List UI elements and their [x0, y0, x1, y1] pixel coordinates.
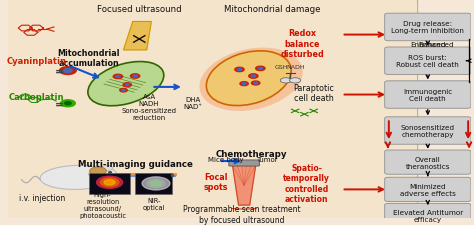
Circle shape [255, 67, 265, 71]
FancyBboxPatch shape [385, 150, 471, 174]
Circle shape [116, 76, 120, 78]
FancyBboxPatch shape [385, 178, 471, 202]
Text: Mitochondrial damage: Mitochondrial damage [224, 5, 320, 14]
Text: GSH: GSH [274, 64, 288, 69]
FancyBboxPatch shape [385, 14, 471, 41]
FancyBboxPatch shape [385, 81, 471, 109]
Circle shape [113, 75, 123, 79]
FancyBboxPatch shape [135, 173, 172, 194]
Text: Redox
balance
disturbed: Redox balance disturbed [280, 29, 324, 59]
Circle shape [130, 74, 140, 79]
Polygon shape [233, 166, 255, 205]
Text: ROS burst:
Robust cell death: ROS burst: Robust cell death [396, 55, 459, 68]
Polygon shape [124, 22, 151, 51]
Text: Focal
spots: Focal spots [204, 172, 228, 192]
Text: Enhanced: Enhanced [418, 42, 454, 48]
Circle shape [240, 82, 248, 86]
Circle shape [242, 83, 246, 85]
FancyBboxPatch shape [385, 204, 471, 225]
Circle shape [60, 100, 75, 107]
Circle shape [235, 68, 244, 72]
Circle shape [104, 180, 115, 185]
Circle shape [120, 89, 127, 92]
FancyBboxPatch shape [3, 0, 418, 219]
Text: Immunogenic
Cell death: Immunogenic Cell death [403, 89, 452, 102]
Circle shape [64, 102, 71, 105]
FancyBboxPatch shape [229, 160, 259, 166]
Text: =: = [55, 99, 64, 109]
Circle shape [249, 74, 258, 79]
Ellipse shape [40, 166, 114, 190]
Ellipse shape [200, 48, 303, 112]
Text: NADH: NADH [287, 64, 305, 69]
Circle shape [97, 176, 123, 189]
Text: Chemotherapy: Chemotherapy [215, 149, 287, 158]
Text: AsA
NADH
Sono-sensitized
reduction: AsA NADH Sono-sensitized reduction [121, 94, 176, 121]
Text: i.v. injection: i.v. injection [19, 193, 65, 202]
Text: Mice body: Mice body [208, 156, 243, 162]
Circle shape [150, 181, 162, 186]
Circle shape [100, 178, 119, 187]
Text: DHA
NAD⁺: DHA NAD⁺ [183, 96, 202, 109]
Text: High-
resolution
ultrasound/
photoacoustic: High- resolution ultrasound/ photoacoust… [79, 191, 126, 218]
Circle shape [122, 90, 125, 92]
Circle shape [237, 69, 242, 71]
Text: Spatio-
temporally
controlled
activation: Spatio- temporally controlled activation [283, 163, 330, 203]
Circle shape [142, 177, 170, 190]
Text: Paraptotic
cell death: Paraptotic cell death [293, 83, 334, 103]
Text: Carboplatin: Carboplatin [9, 93, 64, 102]
Circle shape [290, 78, 301, 84]
Text: Focused ultrasound: Focused ultrasound [98, 5, 182, 14]
Text: Programmable scan treatment
by focused ultrasound: Programmable scan treatment by focused u… [183, 204, 301, 223]
Circle shape [251, 76, 255, 78]
Text: NIR-
optical: NIR- optical [142, 197, 165, 210]
Circle shape [147, 179, 165, 188]
Circle shape [258, 68, 263, 70]
Text: Tumor: Tumor [256, 156, 278, 162]
Text: Overall
theranostics: Overall theranostics [406, 156, 450, 169]
Circle shape [64, 69, 72, 73]
Circle shape [252, 82, 260, 86]
Circle shape [125, 84, 129, 86]
Circle shape [90, 167, 106, 175]
Text: Sonosensitized
chemotherapy: Sonosensitized chemotherapy [401, 124, 455, 137]
Text: Cyaninplatin: Cyaninplatin [7, 57, 67, 66]
Circle shape [109, 172, 111, 173]
Ellipse shape [206, 52, 291, 106]
Circle shape [123, 83, 131, 87]
FancyBboxPatch shape [385, 117, 471, 145]
Circle shape [60, 67, 76, 75]
FancyBboxPatch shape [385, 48, 471, 75]
Circle shape [89, 168, 117, 181]
Circle shape [254, 83, 257, 85]
FancyBboxPatch shape [89, 173, 130, 194]
Text: Mitochondrial
accumulation: Mitochondrial accumulation [57, 49, 120, 68]
Circle shape [133, 76, 137, 78]
Text: Multi-imaging guidance: Multi-imaging guidance [78, 159, 192, 168]
Circle shape [280, 78, 292, 84]
Text: =: = [55, 66, 64, 76]
Text: Drug release:
Long-term inhibition: Drug release: Long-term inhibition [392, 21, 464, 34]
Circle shape [102, 166, 113, 171]
Text: Enhanced: Enhanced [410, 42, 446, 48]
Text: Elevated Antitumor
efficacy: Elevated Antitumor efficacy [392, 209, 463, 222]
Text: Minimized
adverse effects: Minimized adverse effects [400, 183, 456, 196]
Ellipse shape [88, 62, 164, 106]
